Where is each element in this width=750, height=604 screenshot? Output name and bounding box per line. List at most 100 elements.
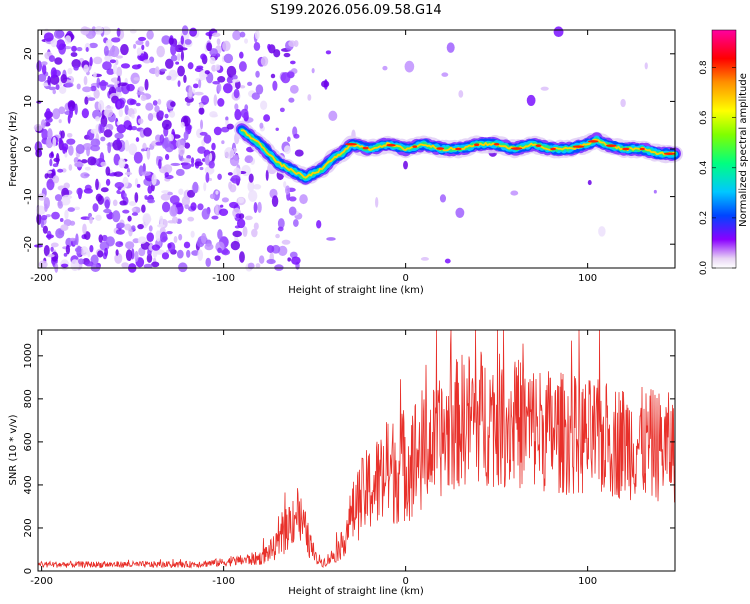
spectrogram-noise-cell <box>199 166 204 171</box>
spectrogram-noise-cell <box>260 100 268 111</box>
spectrogram-noise-cell <box>167 191 173 196</box>
spectrogram-noise-cell <box>119 200 127 206</box>
spectrogram-noise-cell <box>187 216 195 222</box>
spectrogram-noise-cell <box>287 257 292 262</box>
spectrogram-noise-cell <box>283 145 291 155</box>
spectrogram-noise-cell <box>217 229 223 240</box>
spectrogram-noise-cell <box>57 168 64 173</box>
spectrogram-noise-cell <box>116 138 121 144</box>
spectrogram-noise-cell <box>90 128 99 134</box>
spectrogram-noise-cell <box>134 178 139 187</box>
x-tick-label: -100 <box>212 576 235 587</box>
x-tick-label: -200 <box>30 273 53 284</box>
spectrogram-noise-cell <box>93 72 97 78</box>
spectrogram-noise-cell <box>71 45 77 52</box>
spectrogram-noise-cell <box>236 218 246 229</box>
spectrogram-noise-cell <box>271 195 279 207</box>
spectrogram-noise-cell <box>41 61 48 66</box>
spectrogram-noise-cell <box>82 223 87 235</box>
spectrogram-noise-cell <box>192 181 199 194</box>
spectrogram-noise-cell <box>180 35 184 45</box>
spectrogram-noise-cell <box>206 42 213 52</box>
spectrogram-noise-cell <box>148 225 153 232</box>
spectrogram-noise-cell <box>131 212 139 216</box>
spectrogram-ridge-peak <box>535 144 542 147</box>
spectrogram-noise-cell <box>103 208 112 214</box>
spectrogram-ridge-peak <box>550 147 556 151</box>
spectrogram-noise-cell <box>74 103 78 115</box>
spectrogram-noise-cell <box>95 178 99 191</box>
spectrogram-noise-cell <box>52 136 57 148</box>
y-tick-label: 800 <box>23 389 34 408</box>
spectrogram-noise-cell <box>205 71 214 84</box>
spectrogram-noise-cell <box>144 78 149 91</box>
spectrogram-noise-cell <box>114 132 124 140</box>
spectrogram-x-axis-label: Height of straight line (km) <box>288 285 424 296</box>
spectrogram-noise-cell <box>103 45 109 57</box>
spectrogram-noise-cell <box>277 218 285 229</box>
spectrogram-noise-cell <box>64 82 74 88</box>
spectrogram-noise-cell <box>115 229 125 235</box>
spectrogram-noise-cell <box>133 151 143 164</box>
spectrogram-noise-cell <box>240 108 249 119</box>
spectrogram-noise-cell <box>143 127 152 137</box>
spectrogram-noise-cell <box>209 152 213 162</box>
spectrogram-noise-cell <box>147 112 154 122</box>
spectrogram-noise-cell <box>52 175 60 184</box>
y-tick-label: 1000 <box>23 343 34 368</box>
spectrogram-noise-cell <box>598 226 606 237</box>
spectrogram-noise-cell <box>293 219 299 227</box>
spectrogram-noise-cell <box>78 258 85 265</box>
spectrogram-noise-cell <box>105 178 111 186</box>
spectrogram-noise-cell <box>134 192 139 203</box>
spectrogram-noise-cell <box>255 70 260 78</box>
spectrogram-noise-cell <box>112 63 118 75</box>
spectrogram-noise-cell <box>251 228 258 238</box>
spectrogram-noise-cell <box>60 74 68 84</box>
spectrogram-noise-cell <box>103 108 114 118</box>
spectrogram-ridge-peak <box>510 147 523 150</box>
spectrogram-noise-cell <box>196 128 204 139</box>
spectrogram-noise-cell <box>104 247 109 257</box>
spectrogram-noise-cell <box>51 211 60 220</box>
spectrogram-noise-cell <box>111 37 121 43</box>
spectrogram-noise-cell <box>458 90 464 98</box>
spectrogram-noise-cell <box>173 235 178 244</box>
spectrogram-noise-cell <box>48 86 57 91</box>
spectrogram-noise-cell <box>175 61 180 65</box>
spectrogram-ridge-peak <box>622 147 630 151</box>
y-tick-label: 0 <box>23 568 34 574</box>
spectrogram-noise-cell <box>170 162 181 166</box>
spectrogram-noise-cell <box>98 100 105 112</box>
spectrogram-noise-cell <box>200 232 207 244</box>
spectrogram-noise-cell <box>266 259 276 265</box>
spectrogram-noise-cell <box>217 98 225 107</box>
spectrogram-noise-cell <box>95 214 102 221</box>
spectrogram-noise-cell <box>170 73 180 78</box>
spectrogram-noise-cell <box>232 30 242 41</box>
spectrogram-noise-cell <box>113 171 124 177</box>
spectrogram-noise-cell <box>47 75 51 86</box>
spectrogram-noise-cell <box>155 230 161 242</box>
spectrogram-noise-cell <box>131 225 136 231</box>
spectrogram-noise-cell <box>109 59 116 64</box>
spectrogram-noise-cell <box>140 95 147 101</box>
x-tick-label: -200 <box>30 576 53 587</box>
spectrogram-noise-cell <box>68 164 73 171</box>
spectrogram-noise-cell <box>165 249 170 254</box>
spectrogram-noise-cell <box>99 123 105 134</box>
spectrogram-noise-cell <box>89 216 93 224</box>
spectrogram-noise-cell <box>125 241 135 250</box>
spectrogram-noise-cell <box>42 225 48 234</box>
spectrogram-noise-cell <box>217 173 222 180</box>
spectrogram-noise-cell <box>131 207 137 212</box>
spectrogram-noise-cell <box>167 242 172 249</box>
spectrogram-noise-cell <box>234 103 239 111</box>
spectrogram-noise-cell <box>126 126 133 131</box>
spectrogram-noise-cell <box>164 153 170 161</box>
spectrogram-noise-cell <box>96 77 101 89</box>
spectrogram-noise-cell <box>247 180 255 192</box>
spectrogram-noise-cell <box>60 263 69 268</box>
spectrogram-noise-cell <box>137 118 144 125</box>
